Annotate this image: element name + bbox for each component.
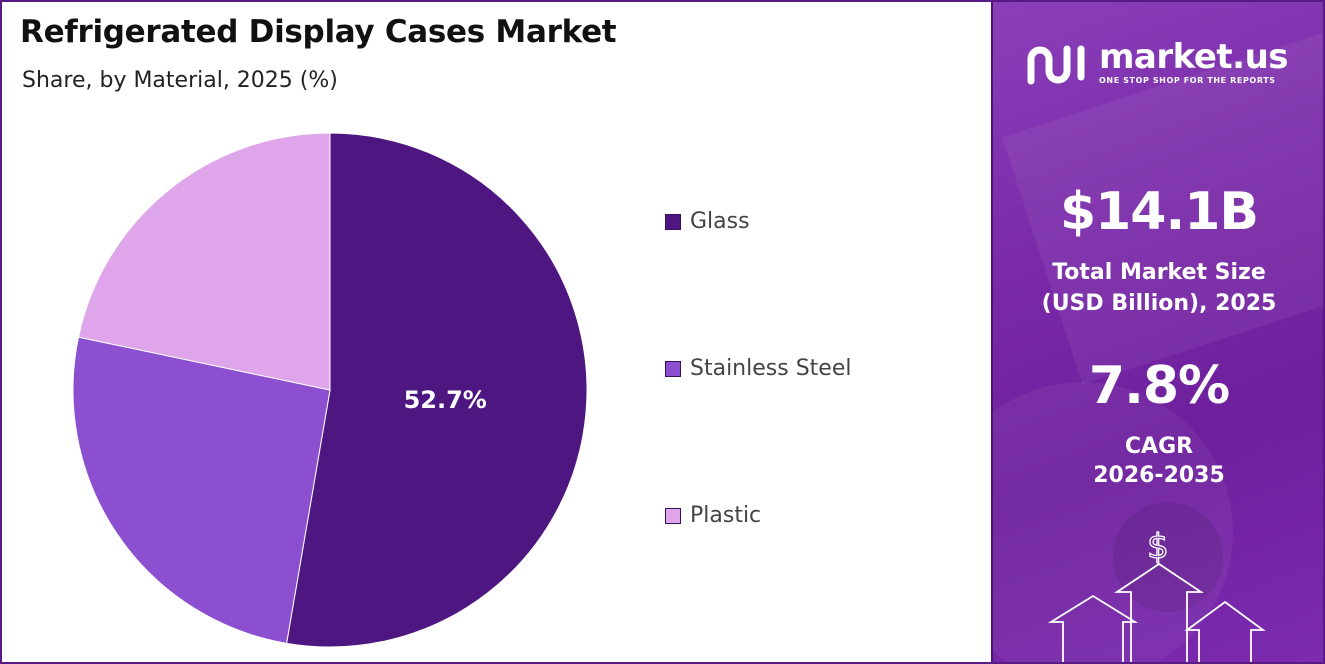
pie-slice-glass bbox=[286, 132, 588, 648]
dollar-sign-icon: $ bbox=[1147, 527, 1169, 567]
pie-data-label: 52.7% bbox=[404, 386, 487, 414]
brand-logo: market.us ONE STOP SHOP FOR THE REPORTS bbox=[1027, 37, 1289, 85]
growth-arrows-icon: $ bbox=[1047, 526, 1266, 662]
arrow-up-icon bbox=[1184, 600, 1266, 662]
chart-subtitle: Share, by Material, 2025 (%) bbox=[22, 68, 338, 93]
cagr-period: 2026-2035 bbox=[1093, 463, 1225, 488]
brand-tagline: ONE STOP SHOP FOR THE REPORTS bbox=[1099, 76, 1276, 85]
legend-label: Plastic bbox=[690, 503, 762, 528]
pie-chart: 52.7% bbox=[72, 132, 588, 648]
cagr-value: 7.8% bbox=[1088, 356, 1230, 416]
pie-slice-plastic bbox=[77, 132, 331, 391]
summary-panel: market.us ONE STOP SHOP FOR THE REPORTS … bbox=[991, 2, 1323, 662]
market-us-logo-icon bbox=[1027, 45, 1085, 84]
chart-title: Refrigerated Display Cases Market bbox=[20, 14, 617, 50]
legend-item: Glass bbox=[665, 209, 750, 234]
legend-swatch bbox=[665, 360, 681, 377]
arrow-up-icon bbox=[1114, 562, 1204, 662]
arrow-up-icon bbox=[1047, 594, 1139, 662]
legend-label: Stainless Steel bbox=[690, 356, 852, 381]
cagr-label: CAGR bbox=[1124, 434, 1194, 459]
market-size-label-year: (USD Billion), 2025 bbox=[1041, 291, 1277, 316]
legend-item: Stainless Steel bbox=[665, 356, 851, 381]
market-size-label: Total Market Size bbox=[1052, 260, 1266, 285]
chart-panel: Refrigerated Display Cases Market Share,… bbox=[2, 2, 991, 662]
legend-label: Glass bbox=[690, 209, 750, 234]
legend-item: Plastic bbox=[665, 503, 761, 528]
brand-name: market.us bbox=[1099, 37, 1289, 77]
legend-swatch bbox=[665, 213, 681, 230]
pie-slice-stainless-steel bbox=[72, 336, 331, 644]
market-size-value: $14.1B bbox=[1059, 182, 1259, 242]
legend-swatch bbox=[665, 507, 681, 524]
